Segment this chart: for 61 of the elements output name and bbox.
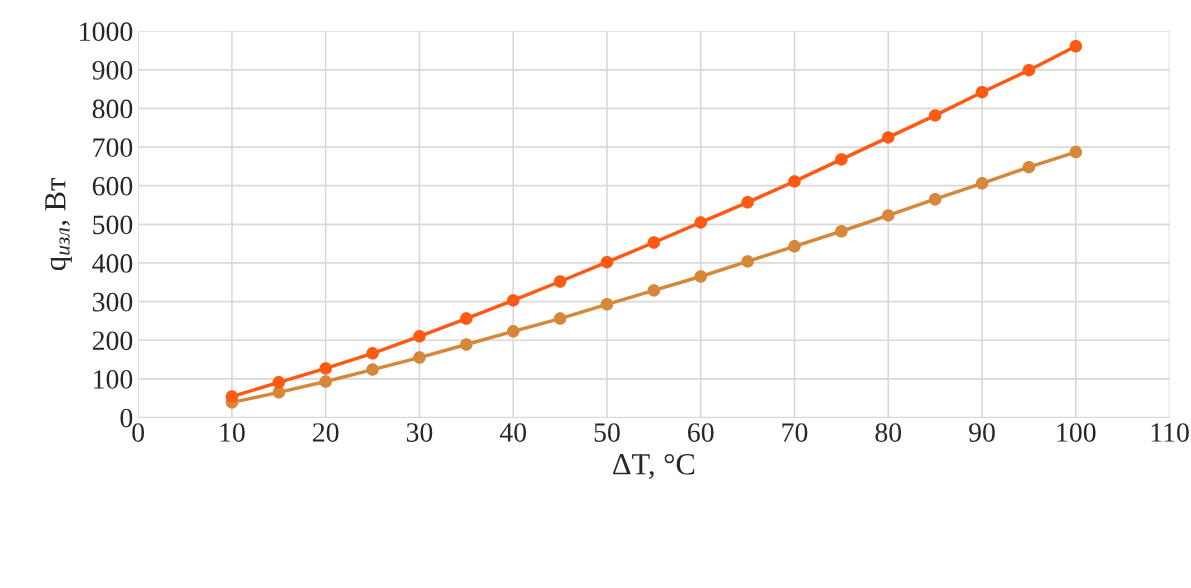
point <box>788 240 801 253</box>
point <box>835 225 848 238</box>
point <box>1069 145 1083 159</box>
x-tick-label: 10 <box>220 423 245 442</box>
y-tick-label: 700 <box>93 138 133 157</box>
x-axis-title: ΔT, °C <box>613 453 695 479</box>
point <box>460 338 473 351</box>
point <box>694 216 707 229</box>
x-tick-label: 70 <box>782 423 808 442</box>
point <box>741 255 754 268</box>
point <box>647 284 661 297</box>
point <box>928 109 942 122</box>
y-tick-label: 400 <box>92 254 133 273</box>
point <box>835 153 848 166</box>
point <box>694 270 707 283</box>
point <box>600 255 614 269</box>
point <box>882 131 895 144</box>
point <box>1069 39 1083 53</box>
point <box>413 330 426 343</box>
x-tick-label: 90 <box>969 423 995 442</box>
point <box>975 177 989 190</box>
point <box>366 347 379 360</box>
x-tick-label: 80 <box>875 423 902 442</box>
x-tick-label: 20 <box>313 423 339 442</box>
y-axis-title: q$_{изл}$, Вт <box>45 178 72 271</box>
point <box>553 275 567 288</box>
point <box>788 175 801 188</box>
point <box>225 390 239 403</box>
point <box>460 312 473 325</box>
y-tick-label: 300 <box>92 292 133 312</box>
point <box>319 362 332 375</box>
y-tick-label: 1000 <box>80 22 133 42</box>
x-tick-label: 0 <box>132 423 145 442</box>
y-tick-label: 200 <box>92 331 133 351</box>
x-tick-label: 100 <box>1057 423 1096 442</box>
y-tick-label: 0 <box>120 408 133 428</box>
x-tick-label: 50 <box>594 423 620 442</box>
point <box>506 325 520 338</box>
y-tick-label: 100 <box>94 370 133 389</box>
point <box>413 351 426 364</box>
point <box>975 85 989 99</box>
point <box>928 192 942 206</box>
y-tick-label: 800 <box>92 99 133 119</box>
point <box>1022 63 1036 77</box>
point <box>600 298 614 311</box>
y-tick-label: 600 <box>92 176 133 196</box>
point <box>506 294 520 307</box>
point <box>647 236 661 249</box>
point <box>319 375 332 388</box>
point <box>553 312 567 325</box>
point <box>366 363 379 376</box>
x-tick-label: 60 <box>688 423 714 442</box>
x-tick-label: 110 <box>1151 423 1189 442</box>
x-tick-label: 40 <box>499 423 527 442</box>
x-tick-label: 30 <box>406 423 433 442</box>
point <box>882 209 895 222</box>
y-tick-label: 500 <box>93 215 133 235</box>
point <box>741 196 754 209</box>
point <box>1022 160 1036 174</box>
point <box>272 376 286 389</box>
y-tick-label: 900 <box>92 60 133 80</box>
